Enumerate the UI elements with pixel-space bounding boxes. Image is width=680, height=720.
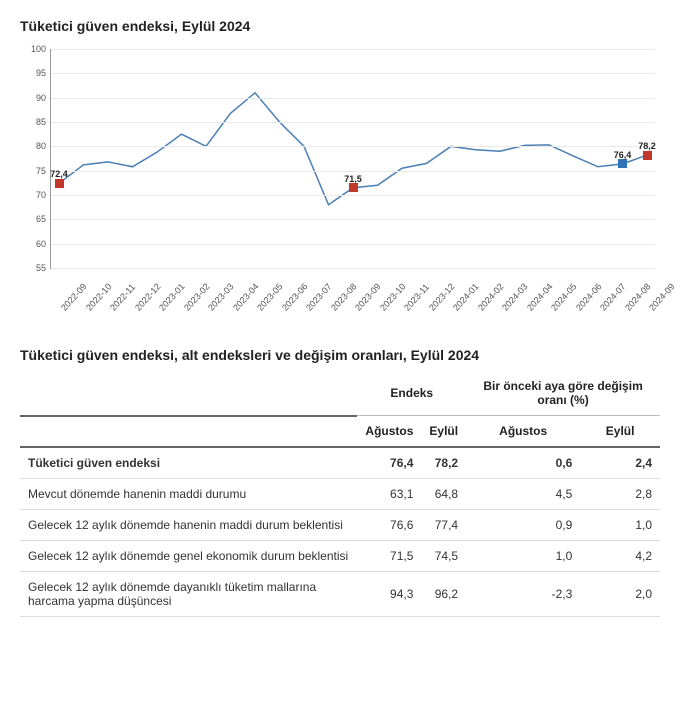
table-cell: 1,0	[580, 510, 660, 541]
table-row: Gelecek 12 aylık dönemde genel ekonomik …	[20, 541, 660, 572]
xtick-label: 2023-12	[427, 281, 457, 312]
xtick-label: 2024-08	[623, 281, 653, 312]
xtick-label: 2024-01	[451, 281, 481, 312]
xtick-label: 2022-09	[59, 281, 89, 312]
table-cell: 63,1	[357, 479, 421, 510]
xtick-label: 2023-08	[329, 281, 359, 312]
table-row-label: Tüketici güven endeksi	[20, 447, 357, 479]
chart-marker	[55, 179, 64, 188]
table-cell: 76,6	[357, 510, 421, 541]
data-table: Endeks Bir önceki aya göre değişim oranı…	[20, 371, 660, 617]
table-header-blank	[20, 371, 357, 416]
xtick-label: 2024-05	[549, 281, 579, 312]
table-cell: 2,0	[580, 572, 660, 617]
table-row: Gelecek 12 aylık dönemde dayanıklı tüket…	[20, 572, 660, 617]
line-chart: 55 60 65 70 75 80 85 90 95 100 2022-092022-10 2022-…	[20, 44, 660, 319]
table-header-group-2: Bir önceki aya göre değişim oranı (%)	[466, 371, 660, 416]
xtick-label: 2022-12	[133, 281, 163, 312]
table-cell: -2,3	[466, 572, 580, 617]
table-row: Mevcut dönemde hanenin maddi durumu63,16…	[20, 479, 660, 510]
table-cell: 0,9	[466, 510, 580, 541]
table-cell: 1,0	[466, 541, 580, 572]
table-header-sub-3: Ağustos	[466, 416, 580, 448]
chart-marker-label: 76,4	[614, 150, 632, 160]
xtick-label: 2024-04	[525, 281, 555, 312]
table-cell: 74,5	[421, 541, 466, 572]
xtick-label: 2023-09	[353, 281, 383, 312]
xtick-label: 2024-03	[500, 281, 530, 312]
ytick-label: 85	[21, 117, 46, 127]
chart-marker	[618, 159, 627, 168]
table-cell: 94,3	[357, 572, 421, 617]
plot-area: 5560657075808590951002022-092022-102022-…	[50, 49, 655, 269]
xtick-label: 2024-09	[647, 281, 677, 312]
table-header-sub-1: Ağustos	[357, 416, 421, 448]
chart-marker-label: 71,5	[344, 174, 362, 184]
table-row-label: Gelecek 12 aylık dönemde genel ekonomik …	[20, 541, 357, 572]
xtick-label: 2023-01	[157, 281, 187, 312]
xtick-label: 2023-03	[206, 281, 236, 312]
table-cell: 64,8	[421, 479, 466, 510]
gridline	[51, 73, 655, 74]
xtick-label: 2024-06	[574, 281, 604, 312]
gridline	[51, 195, 655, 196]
ytick-label: 100	[21, 44, 46, 54]
table-cell: 4,5	[466, 479, 580, 510]
ytick-label: 70	[21, 190, 46, 200]
gridline	[51, 244, 655, 245]
line-path	[51, 49, 655, 268]
table-row-label: Mevcut dönemde hanenin maddi durumu	[20, 479, 357, 510]
ytick-label: 75	[21, 166, 46, 176]
chart-marker-label: 78,2	[638, 141, 656, 151]
gridline	[51, 49, 655, 50]
chart-title: Tüketici güven endeksi, Eylül 2024	[20, 18, 660, 34]
xtick-label: 2023-02	[182, 281, 212, 312]
xtick-label: 2024-07	[598, 281, 628, 312]
gridline	[51, 219, 655, 220]
chart-marker	[349, 183, 358, 192]
xtick-label: 2023-05	[255, 281, 285, 312]
table-title: Tüketici güven endeksi, alt endeksleri v…	[20, 347, 660, 363]
table-cell: 76,4	[357, 447, 421, 479]
table-cell: 71,5	[357, 541, 421, 572]
ytick-label: 90	[21, 93, 46, 103]
table-row: Tüketici güven endeksi76,478,20,62,4	[20, 447, 660, 479]
table-header-sub-4: Eylül	[580, 416, 660, 448]
table-cell: 78,2	[421, 447, 466, 479]
table-header-blank2	[20, 416, 357, 448]
chart-marker-label: 72,4	[50, 169, 68, 179]
gridline	[51, 171, 655, 172]
xtick-label: 2023-10	[378, 281, 408, 312]
table-cell: 0,6	[466, 447, 580, 479]
table-cell: 96,2	[421, 572, 466, 617]
xtick-label: 2023-06	[280, 281, 310, 312]
table-row-label: Gelecek 12 aylık dönemde dayanıklı tüket…	[20, 572, 357, 617]
xtick-label: 2023-04	[231, 281, 261, 312]
table-cell: 2,8	[580, 479, 660, 510]
gridline	[51, 122, 655, 123]
table-header-sub-2: Eylül	[421, 416, 466, 448]
gridline	[51, 268, 655, 269]
table-row: Gelecek 12 aylık dönemde hanenin maddi d…	[20, 510, 660, 541]
gridline	[51, 98, 655, 99]
ytick-label: 60	[21, 239, 46, 249]
table-header-group-row: Endeks Bir önceki aya göre değişim oranı…	[20, 371, 660, 416]
chart-marker	[643, 151, 652, 160]
table-cell: 4,2	[580, 541, 660, 572]
gridline	[51, 146, 655, 147]
table-cell: 2,4	[580, 447, 660, 479]
xtick-label: 2024-02	[476, 281, 506, 312]
table-header-sub-row: Ağustos Eylül Ağustos Eylül	[20, 416, 660, 448]
table-header-group-1: Endeks	[357, 371, 466, 416]
ytick-label: 95	[21, 68, 46, 78]
table-row-label: Gelecek 12 aylık dönemde hanenin maddi d…	[20, 510, 357, 541]
xtick-label: 2022-10	[84, 281, 114, 312]
table-cell: 77,4	[421, 510, 466, 541]
ytick-label: 80	[21, 141, 46, 151]
ytick-label: 65	[21, 214, 46, 224]
ytick-label: 55	[21, 263, 46, 273]
xtick-label: 2023-07	[304, 281, 334, 312]
